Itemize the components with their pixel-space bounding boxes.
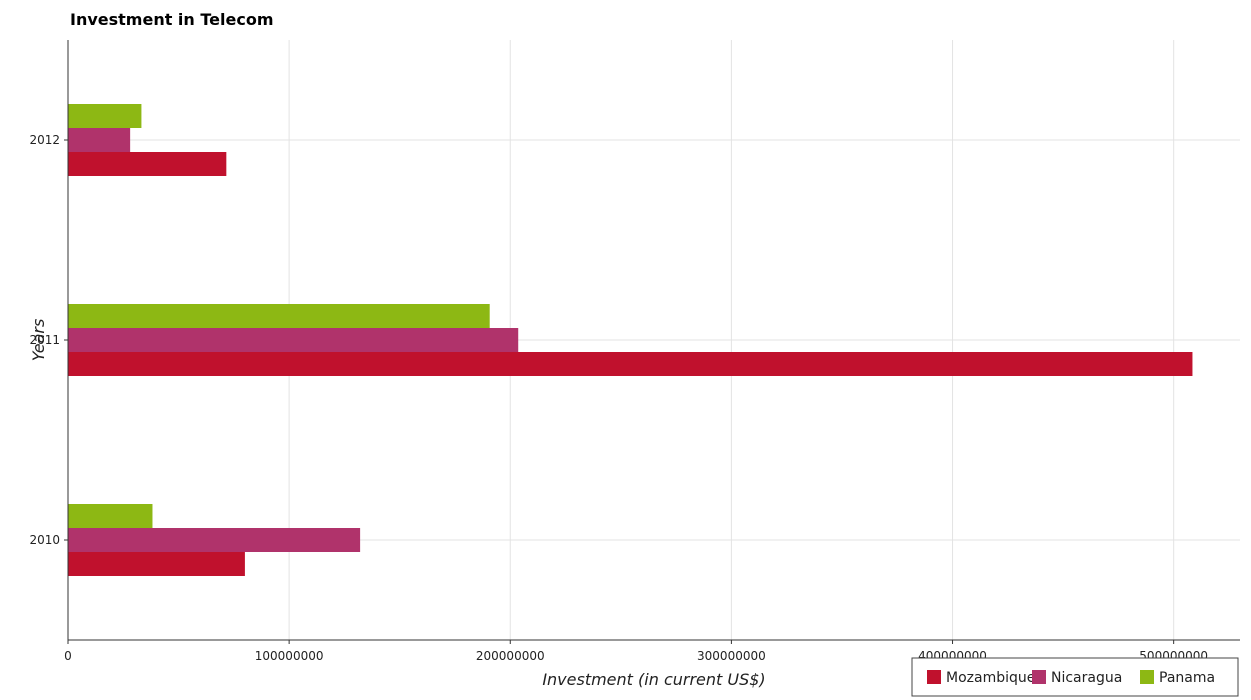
x-tick-label: 100000000 [255,649,324,663]
x-tick-label: 0 [64,649,72,663]
bar-nicaragua-2010 [68,528,361,552]
bar-nicaragua-2011 [68,328,519,352]
bar-panama-2010 [68,504,153,528]
bar-mozambique-2010 [68,552,245,576]
x-tick-label: 300000000 [697,649,766,663]
axes [64,40,1240,644]
y-tick-label: 2011 [29,333,60,347]
chart-title: Investment in Telecom [70,10,274,29]
bar-panama-2011 [68,304,490,328]
bar-nicaragua-2012 [68,128,131,152]
x-axis-label: Investment (in current US$) [542,670,765,689]
y-tick-label: 2012 [29,133,60,147]
bar-panama-2012 [68,104,142,128]
legend-label-nicaragua: Nicaragua [1051,670,1122,686]
bar-mozambique-2012 [68,152,227,176]
legend-swatch-panama [1140,670,1154,684]
x-tick-label: 200000000 [476,649,545,663]
bars [68,104,1193,576]
y-tick-label: 2010 [29,533,60,547]
legend-swatch-nicaragua [1032,670,1046,684]
legend-label-panama: Panama [1159,670,1215,686]
y-axis-label: Years [29,319,48,362]
tick-labels: 0 100000000 200000000 300000000 400000000 500… [29,133,1208,663]
legend: Mozambique Nicaragua Panama [911,657,1239,697]
bar-mozambique-2011 [68,352,1193,376]
legend-label-mozambique: Mozambique [946,670,1035,686]
legend-box [911,657,1239,697]
legend-swatch-mozambique [927,670,941,684]
